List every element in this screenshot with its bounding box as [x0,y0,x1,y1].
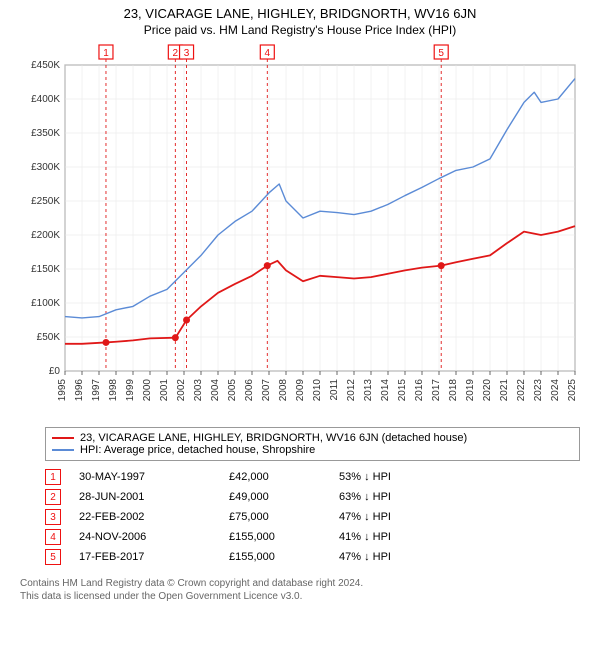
svg-text:2012: 2012 [346,379,357,402]
legend: 23, VICARAGE LANE, HIGHLEY, BRIDGNORTH, … [45,427,580,461]
legend-swatch [52,449,74,451]
price-chart: £0 £50K £100K £150K £200K £250K £300K £350K £400… [20,41,580,421]
row-price: £75,000 [229,511,339,523]
row-price: £155,000 [229,531,339,543]
row-date: 17-FEB-2017 [79,551,229,563]
svg-text:2009: 2009 [295,379,306,402]
svg-text:2019: 2019 [465,379,476,402]
svg-text:£450K: £450K [31,60,60,71]
svg-text:2002: 2002 [176,379,187,402]
page-subtitle: Price paid vs. HM Land Registry's House … [0,23,600,37]
legend-swatch [52,437,74,439]
svg-text:£0: £0 [49,366,61,377]
svg-text:1996: 1996 [74,379,85,402]
footer-attribution: Contains HM Land Registry data © Crown c… [20,577,580,603]
svg-text:1995: 1995 [57,379,68,402]
row-marker: 2 [45,489,61,505]
row-date: 28-JUN-2001 [79,491,229,503]
svg-text:2024: 2024 [550,379,561,402]
svg-text:1998: 1998 [108,379,119,402]
svg-text:1997: 1997 [91,379,102,402]
svg-text:£200K: £200K [31,230,60,241]
row-pct: 53% ↓ HPI [339,471,459,483]
legend-item: HPI: Average price, detached house, Shro… [52,444,573,456]
row-date: 22-FEB-2002 [79,511,229,523]
footer-line-1: Contains HM Land Registry data © Crown c… [20,577,580,590]
sales-table: 1 30-MAY-1997£42,00053% ↓ HPI 2 28-JUN-2001… [45,467,580,567]
table-row: 4 24-NOV-2006£155,00041% ↓ HPI [45,527,580,547]
svg-text:2013: 2013 [363,379,374,402]
svg-text:5: 5 [438,48,444,59]
svg-text:2023: 2023 [533,379,544,402]
legend-label: 23, VICARAGE LANE, HIGHLEY, BRIDGNORTH, … [80,432,467,444]
table-row: 3 22-FEB-2002£75,00047% ↓ HPI [45,507,580,527]
svg-text:2000: 2000 [142,379,153,402]
chart-area: £0 £50K £100K £150K £200K £250K £300K £350K £400… [20,41,580,421]
svg-text:3: 3 [184,48,190,59]
table-row: 1 30-MAY-1997£42,00053% ↓ HPI [45,467,580,487]
svg-text:2008: 2008 [278,379,289,402]
row-date: 30-MAY-1997 [79,471,229,483]
svg-text:2001: 2001 [159,379,170,402]
svg-text:£150K: £150K [31,264,60,275]
row-marker: 4 [45,529,61,545]
svg-text:2003: 2003 [193,379,204,402]
svg-text:2021: 2021 [499,379,510,402]
svg-text:2011: 2011 [329,379,340,401]
svg-text:£250K: £250K [31,196,60,207]
svg-text:2018: 2018 [448,379,459,402]
svg-text:£350K: £350K [31,128,60,139]
table-row: 5 17-FEB-2017£155,00047% ↓ HPI [45,547,580,567]
row-pct: 47% ↓ HPI [339,511,459,523]
svg-text:£50K: £50K [37,332,61,343]
svg-text:1999: 1999 [125,379,136,402]
svg-text:4: 4 [265,48,271,59]
row-marker: 1 [45,469,61,485]
svg-text:£100K: £100K [31,298,60,309]
row-price: £42,000 [229,471,339,483]
svg-text:2025: 2025 [567,379,578,402]
svg-text:2010: 2010 [312,379,323,402]
svg-text:1: 1 [103,48,109,59]
page-title: 23, VICARAGE LANE, HIGHLEY, BRIDGNORTH, … [0,6,600,21]
footer-line-2: This data is licensed under the Open Gov… [20,590,580,603]
row-price: £49,000 [229,491,339,503]
row-pct: 63% ↓ HPI [339,491,459,503]
svg-text:2015: 2015 [397,379,408,402]
svg-text:2022: 2022 [516,379,527,402]
svg-text:2004: 2004 [210,379,221,402]
row-pct: 41% ↓ HPI [339,531,459,543]
svg-text:2007: 2007 [261,379,272,402]
row-marker: 5 [45,549,61,565]
svg-text:£400K: £400K [31,94,60,105]
legend-label: HPI: Average price, detached house, Shro… [80,444,315,456]
row-pct: 47% ↓ HPI [339,551,459,563]
row-date: 24-NOV-2006 [79,531,229,543]
svg-text:2005: 2005 [227,379,238,402]
table-row: 2 28-JUN-2001£49,00063% ↓ HPI [45,487,580,507]
svg-text:2020: 2020 [482,379,493,402]
svg-text:2014: 2014 [380,379,391,402]
svg-text:2: 2 [173,48,179,59]
svg-text:2017: 2017 [431,379,442,402]
row-marker: 3 [45,509,61,525]
svg-text:2016: 2016 [414,379,425,402]
svg-text:2006: 2006 [244,379,255,402]
row-price: £155,000 [229,551,339,563]
legend-item: 23, VICARAGE LANE, HIGHLEY, BRIDGNORTH, … [52,432,573,444]
svg-text:£300K: £300K [31,162,60,173]
